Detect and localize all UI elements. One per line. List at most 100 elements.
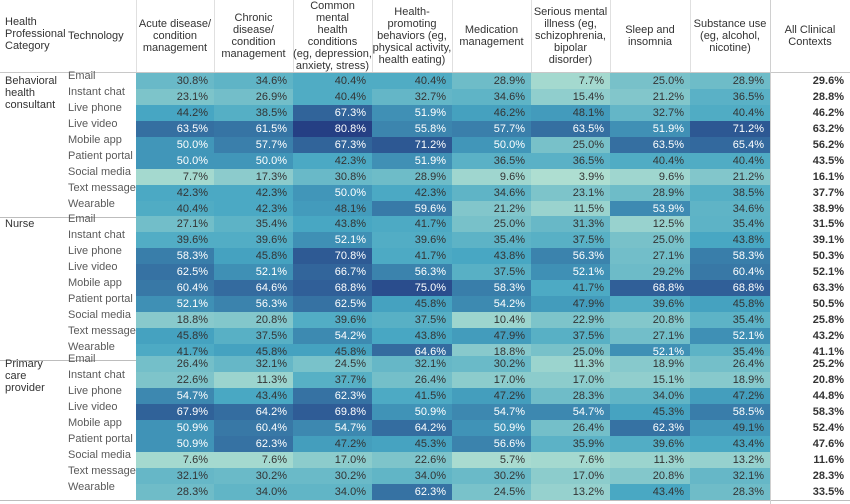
heatmap-cell-bg <box>214 312 293 328</box>
heatmap-cell-bg <box>452 372 531 388</box>
heatmap-cell: 24.5% <box>334 358 366 370</box>
heatmap-cell-bg <box>452 73 531 89</box>
heatmap-cell-bg <box>690 356 770 372</box>
group-label-line: provider <box>5 382 45 394</box>
heatmap-cell-bg <box>136 468 214 484</box>
heatmap-cell: 42.3% <box>334 155 366 167</box>
heatmap-cell-bg <box>610 248 690 264</box>
heatmap-cell: 45.8% <box>334 346 366 358</box>
heatmap-cell-bg <box>452 201 531 217</box>
heatmap-cell: 53.9% <box>652 203 684 215</box>
technology-label: Patient portal <box>68 293 133 305</box>
heatmap-cell: 17.0% <box>493 374 525 386</box>
heatmap-cell-bg <box>214 356 293 372</box>
heatmap-cell: 7.6% <box>261 454 287 466</box>
heatmap-cell: 40.4% <box>652 155 684 167</box>
heatmap-cell: 63.3% <box>812 282 844 294</box>
heatmap-cell: 41.7% <box>176 346 208 358</box>
heatmap-cell: 69.8% <box>334 406 366 418</box>
heatmap-cell-bg <box>531 468 610 484</box>
heatmap-cell-bg <box>770 484 850 500</box>
heatmap-cell: 66.7% <box>334 266 366 278</box>
column-header-line: anxiety, stress) <box>295 60 370 72</box>
heatmap-cell: 34.6% <box>493 187 525 199</box>
technology-label: Text message <box>68 182 136 194</box>
heatmap-cell: 45.8% <box>414 298 446 310</box>
heatmap-cell-bg <box>610 436 690 452</box>
heatmap-cell: 43.8% <box>334 218 366 230</box>
heatmap-cell: 42.3% <box>414 187 446 199</box>
heatmap-cell: 38.5% <box>255 107 287 119</box>
column-header-line: bipolar disorder) <box>548 42 593 66</box>
heatmap-cell-bg <box>531 232 610 248</box>
group-label-line: Behavioral <box>5 75 57 87</box>
heatmap-cell-bg <box>690 388 770 404</box>
heatmap-cell: 43.8% <box>732 234 764 246</box>
heatmap-cell-bg <box>214 264 293 280</box>
heatmap-cell-bg <box>690 153 770 169</box>
group-label-line: consultant <box>5 99 56 111</box>
heatmap-cell: 41.1% <box>812 346 844 358</box>
column-header-line: Common mental <box>310 0 355 24</box>
heatmap-cell: 45.8% <box>176 330 208 342</box>
heatmap-cell-bg <box>770 232 850 248</box>
technology-label: Mobile app <box>68 417 122 429</box>
heatmap-cell-bg <box>690 372 770 388</box>
technology-label: Instant chat <box>68 229 125 241</box>
heatmap-cell: 7.7% <box>182 171 208 183</box>
heatmap-cell: 64.6% <box>255 282 287 294</box>
heatmap-cell: 54.7% <box>572 406 604 418</box>
technology-label: Patient portal <box>68 433 133 445</box>
heatmap-cell: 26.9% <box>255 91 287 103</box>
heatmap-cell-bg <box>293 312 372 328</box>
heatmap-cell: 58.3% <box>176 250 208 262</box>
technology-label: Instant chat <box>68 86 125 98</box>
heatmap-cell-bg <box>293 264 372 280</box>
heatmap-cell-bg <box>531 420 610 436</box>
heatmap-cell-bg <box>770 185 850 201</box>
heatmap-cell-bg <box>770 216 850 232</box>
heatmap-cell: 49.1% <box>732 422 764 434</box>
heatmap-cell: 52.1% <box>732 330 764 342</box>
heatmap-cell-bg <box>293 420 372 436</box>
heatmap-cell: 62.5% <box>176 266 208 278</box>
heatmap-cell: 47.9% <box>493 330 525 342</box>
heatmap-cell: 20.8% <box>812 374 844 386</box>
heatmap-cell-bg <box>610 420 690 436</box>
heatmap-cell-bg <box>136 153 214 169</box>
heatmap-cell-bg <box>452 185 531 201</box>
heatmap-cell-bg <box>452 388 531 404</box>
heatmap-cell: 28.9% <box>652 187 684 199</box>
technology-label: Wearable <box>68 481 115 493</box>
heatmap-cell: 33.5% <box>812 486 844 498</box>
heatmap-cell-bg <box>531 264 610 280</box>
heatmap-cell-bg <box>452 420 531 436</box>
heatmap-cell-bg <box>690 468 770 484</box>
heatmap-cell: 54.7% <box>493 406 525 418</box>
heatmap-cell: 29.6% <box>812 75 844 87</box>
heatmap-cell: 36.5% <box>493 155 525 167</box>
heatmap-cell: 32.1% <box>732 470 764 482</box>
heatmap-cell-bg <box>293 105 372 121</box>
heatmap-cell: 18.9% <box>652 358 684 370</box>
heatmap-cell-bg <box>372 89 452 105</box>
heatmap-cell: 80.8% <box>334 123 366 135</box>
heatmap-cell-bg <box>293 372 372 388</box>
heatmap-cell-bg <box>372 264 452 280</box>
heatmap-cell-bg <box>452 137 531 153</box>
heatmap-cell-bg <box>690 201 770 217</box>
heatmap-cell-bg <box>770 312 850 328</box>
heatmap-cell: 34.6% <box>732 203 764 215</box>
heatmap-cell-bg <box>770 452 850 468</box>
heatmap-cell-bg <box>610 121 690 137</box>
heatmap-cell-bg <box>610 388 690 404</box>
column-header-line: Acute disease/ <box>138 18 212 30</box>
heatmap-cell-bg <box>372 169 452 185</box>
heatmap-cell-bg <box>214 232 293 248</box>
heatmap-cell-bg <box>690 436 770 452</box>
heatmap-cell-bg <box>452 248 531 264</box>
heatmap-cell: 39.1% <box>812 234 844 246</box>
heatmap-cell: 11.3% <box>573 358 604 370</box>
heatmap-cell-bg <box>610 105 690 121</box>
